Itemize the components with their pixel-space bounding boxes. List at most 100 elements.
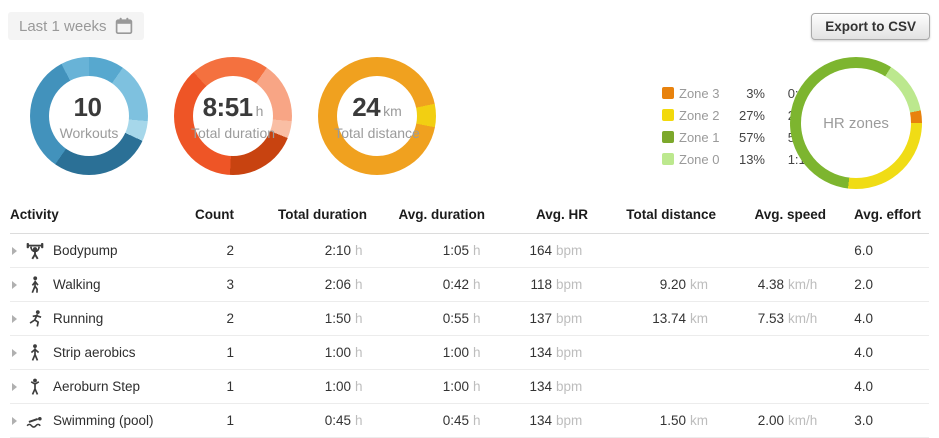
zone1-swatch — [662, 131, 674, 143]
avg-hr-cell: 134 bpm — [493, 369, 596, 404]
header-activity: Activity — [10, 198, 184, 234]
total-duration-cell: 1:00 h — [242, 335, 375, 370]
total-duration-cell: 2:06 h — [242, 267, 375, 302]
header-count: Count — [184, 198, 242, 234]
total-distance-cell — [596, 369, 724, 404]
count-cell: 2 — [184, 233, 242, 268]
total-distance-cell: 13.74 km — [596, 301, 724, 336]
zone2-swatch — [662, 109, 674, 121]
avg-speed-cell — [724, 233, 834, 268]
header-avg-hr: Avg. HR — [493, 198, 596, 234]
activity-name: Walking — [53, 277, 101, 292]
swimming-icon — [26, 416, 42, 428]
zone0-swatch — [662, 153, 674, 165]
activity-name: Running — [53, 311, 104, 326]
zone2-name: Zone 2 — [679, 107, 720, 123]
zone3-name: Zone 3 — [679, 85, 720, 101]
zone1-name: Zone 1 — [679, 129, 720, 145]
workouts-donut-chart: 10 Workouts — [30, 57, 148, 175]
total-duration-donut-center: 8:51 h Total duration — [190, 76, 276, 156]
total-duration-cell: 1:00 h — [242, 369, 375, 404]
workouts-value: 10 — [73, 91, 102, 122]
zone0-name: Zone 0 — [679, 151, 720, 167]
avg-hr-cell: 134 bpm — [493, 335, 596, 370]
avg-speed-cell — [724, 335, 834, 370]
table-row-aeroburn-step[interactable]: Aeroburn Step 1 1:00 h 1:00 h 134 bpm 4.0 — [10, 369, 929, 404]
hr-zones-donut-chart: HR zones — [790, 57, 922, 189]
calendar-icon — [115, 17, 132, 35]
total-distance-cell: 9.20 km — [596, 267, 724, 302]
avg-effort-cell: 4.0 — [834, 335, 929, 370]
avg-duration-cell: 1:05 h — [375, 233, 493, 268]
activity-table: Activity Count Total duration Avg. durat… — [10, 198, 929, 438]
activity-name: Strip aerobics — [53, 345, 136, 360]
avg-speed-cell — [724, 369, 834, 404]
total-distance-label: Total distance — [334, 124, 420, 141]
zone2-percent: 27% — [738, 107, 765, 123]
avg-duration-cell: 0:45 h — [375, 403, 493, 438]
legend-item-zone0: Zone 0 13% 1:10 — [662, 148, 813, 170]
avg-hr-cell: 164 bpm — [493, 233, 596, 268]
avg-speed-cell: 2.00 km/h — [724, 403, 834, 438]
export-to-csv-button[interactable]: Export to CSV — [811, 13, 930, 40]
activity-name: Bodypump — [53, 243, 118, 258]
table-row-swimming[interactable]: Swimming (pool) 1 0:45 h 0:45 h 134 bpm 1.5… — [10, 403, 929, 438]
running-icon — [29, 309, 42, 327]
table-row-walking[interactable]: Walking 3 2:06 h 0:42 h 118 bpm 9.20 km 4.38… — [10, 267, 929, 302]
expand-row-icon[interactable] — [12, 280, 17, 289]
total-distance-cell: 1.50 km — [596, 403, 724, 438]
header-avg-speed: Avg. speed — [724, 198, 834, 234]
table-header-row: Activity Count Total duration Avg. durat… — [10, 198, 929, 234]
expand-row-icon[interactable] — [12, 246, 17, 255]
header-total-duration: Total duration — [242, 198, 375, 234]
avg-effort-cell: 4.0 — [834, 369, 929, 404]
walking-icon — [31, 275, 39, 293]
header-avg-duration: Avg. duration — [375, 198, 493, 234]
total-duration-value: 8:51 — [202, 91, 254, 122]
count-cell: 2 — [184, 301, 242, 336]
total-duration-unit: h — [255, 102, 264, 119]
summary-donuts: 10 Workouts 8:51 h Total duration 24 km … — [30, 57, 436, 175]
total-distance-donut-center: 24 km Total distance — [334, 76, 420, 156]
total-duration-label: Total duration — [190, 124, 276, 141]
avg-hr-cell: 134 bpm — [493, 403, 596, 438]
table-row-running[interactable]: Running 2 1:50 h 0:55 h 137 bpm 13.74 km 7.5… — [10, 301, 929, 336]
total-distance-unit: km — [383, 102, 402, 119]
total-distance-cell — [596, 335, 724, 370]
total-duration-cell: 0:45 h — [242, 403, 375, 438]
zone1-percent: 57% — [738, 129, 765, 145]
total-distance-donut-chart: 24 km Total distance — [318, 57, 436, 175]
avg-hr-cell: 118 bpm — [493, 267, 596, 302]
hr-zones-label: HR zones — [823, 114, 889, 132]
weightlifting-icon — [26, 242, 44, 259]
total-duration-cell: 2:10 h — [242, 233, 375, 268]
avg-speed-cell: 4.38 km/h — [724, 267, 834, 302]
avg-duration-cell: 0:42 h — [375, 267, 493, 302]
aerobics-icon — [30, 343, 40, 361]
expand-row-icon[interactable] — [12, 314, 17, 323]
count-cell: 3 — [184, 267, 242, 302]
expand-row-icon[interactable] — [12, 348, 17, 357]
avg-effort-cell: 2.0 — [834, 267, 929, 302]
avg-effort-cell: 3.0 — [834, 403, 929, 438]
table-row-strip-aerobics[interactable]: Strip aerobics 1 1:00 h 1:00 h 134 bpm 4.0 — [10, 335, 929, 370]
zone3-percent: 3% — [746, 85, 765, 101]
total-duration-donut-chart: 8:51 h Total duration — [174, 57, 292, 175]
total-duration-cell: 1:50 h — [242, 301, 375, 336]
avg-effort-cell: 4.0 — [834, 301, 929, 336]
activity-name: Swimming (pool) — [53, 413, 154, 428]
step-aerobics-icon — [30, 378, 40, 395]
count-cell: 1 — [184, 335, 242, 370]
total-distance-cell — [596, 233, 724, 268]
expand-row-icon[interactable] — [12, 382, 17, 391]
avg-duration-cell: 1:00 h — [375, 369, 493, 404]
workouts-donut-center: 10 Workouts — [49, 76, 129, 156]
expand-row-icon[interactable] — [12, 416, 17, 425]
date-range-selector[interactable]: Last 1 weeks — [8, 12, 144, 40]
zone0-percent: 13% — [738, 151, 765, 167]
avg-hr-cell: 137 bpm — [493, 301, 596, 336]
avg-duration-cell: 1:00 h — [375, 335, 493, 370]
table-row-bodypump[interactable]: Bodypump 2 2:10 h 1:05 h 164 bpm 6.0 — [10, 233, 929, 268]
date-range-label: Last 1 weeks — [19, 17, 107, 35]
count-cell: 1 — [184, 403, 242, 438]
